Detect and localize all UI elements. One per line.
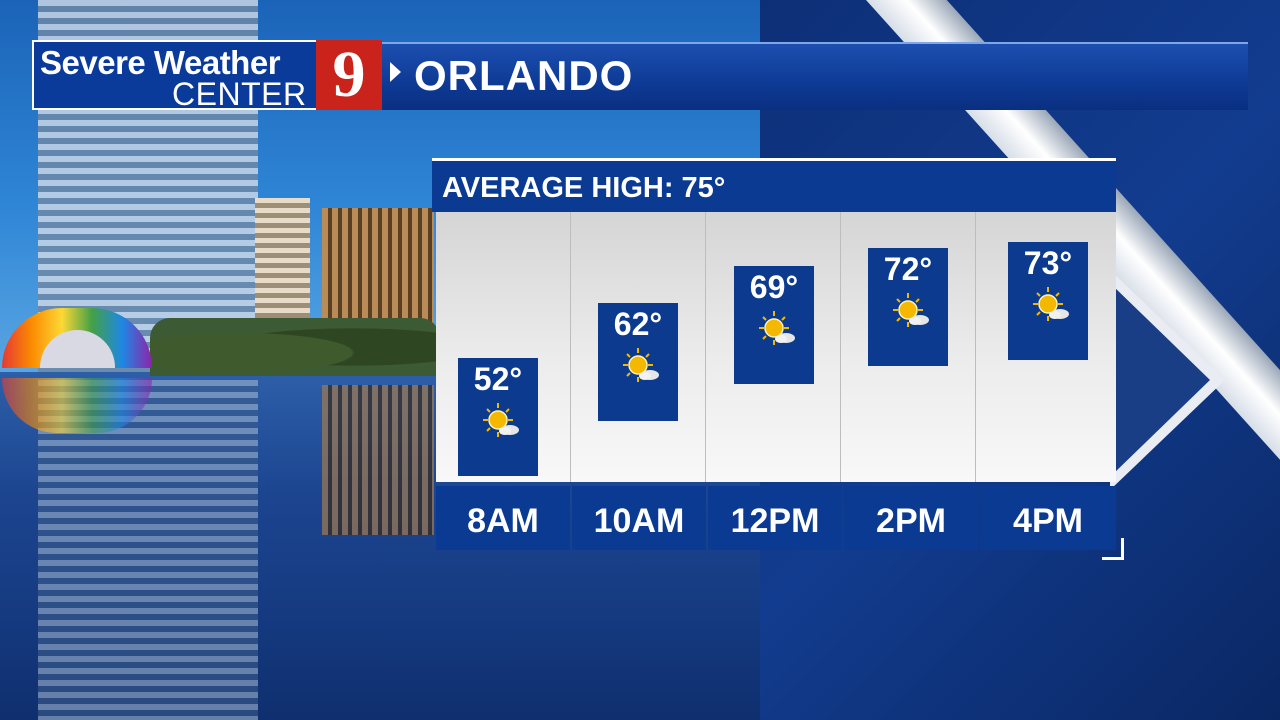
temp-value: 73° [1023,245,1073,281]
amphitheater-reflection [2,378,152,433]
brand-line1: Severe Weather [40,44,281,81]
time-label: 2PM [844,486,978,550]
mostly-sunny-icon [483,403,519,437]
brand-logo: Severe Weather CENTER [32,40,318,112]
channel-9-logo: 9 [316,40,382,110]
mostly-sunny-icon [759,311,795,345]
tower-reflection [38,380,258,720]
temp-value: 69° [749,269,799,305]
mostly-sunny-icon [1033,287,1069,321]
trees [150,318,440,376]
temp-value: 62° [613,306,663,342]
time-label: 10AM [572,486,706,550]
building-reflection [322,385,434,535]
temp-value: 52° [473,361,523,397]
temperature-chart: 52° 62° [436,212,1116,482]
brand-line2: CENTER [172,76,307,112]
time-label: 12PM [708,486,842,550]
mostly-sunny-icon [893,293,929,327]
column-divider [975,212,976,482]
column-divider [840,212,841,482]
panel-title-bar: AVERAGE HIGH: 75° [432,158,1116,212]
mostly-sunny-icon [623,348,659,382]
corner-bracket [1102,538,1124,560]
hourly-forecast-panel: AVERAGE HIGH: 75° 52° 62° [432,158,1116,550]
chevron-right-icon [390,62,401,82]
temp-bar-12pm: 69° [734,266,814,384]
chevron-arrow-inner [1112,285,1210,475]
city-name: ORLANDO [414,52,634,99]
column-divider [705,212,706,482]
time-label: 8AM [436,486,570,550]
average-high-title: AVERAGE HIGH: 75° [442,172,726,204]
temp-value: 72° [883,251,933,287]
time-labels-row: 8AM 10AM 12PM 2PM 4PM [436,486,1116,550]
header: Severe Weather CENTER 9 ORLANDO [32,40,1248,112]
temp-bar-4pm: 73° [1008,242,1088,360]
temp-bar-8am: 52° [458,358,538,476]
temp-bar-10am: 62° [598,303,678,421]
time-label: 4PM [980,486,1116,550]
temp-bar-2pm: 72° [868,248,948,366]
column-divider [570,212,571,482]
